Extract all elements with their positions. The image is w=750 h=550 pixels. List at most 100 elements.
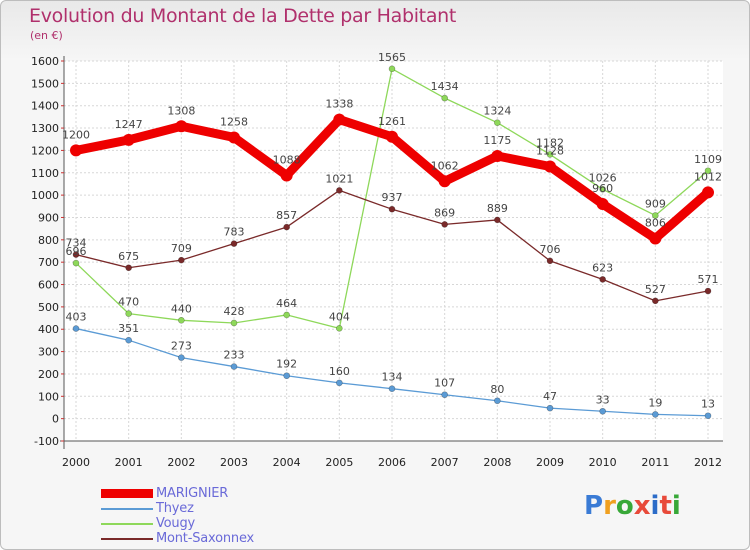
legend-item: Mont-Saxonnex xyxy=(101,531,254,546)
data-label-thyez: 107 xyxy=(434,377,455,390)
data-point-vougy xyxy=(388,65,396,73)
legend-swatch xyxy=(101,507,153,510)
data-label-marignier: 1261 xyxy=(378,115,406,128)
y-tick-label: 100 xyxy=(38,390,59,403)
proxiti-logo: Proxiti xyxy=(584,491,681,521)
data-point-marignier xyxy=(122,133,135,146)
data-label-mont-saxonnex: 1021 xyxy=(325,172,353,185)
data-label-mont-saxonnex: 527 xyxy=(645,283,666,296)
legend-label: MARIGNIER xyxy=(156,486,229,501)
data-point-vougy xyxy=(283,311,290,319)
data-label-thyez: 403 xyxy=(66,311,87,324)
data-label-mont-saxonnex: 571 xyxy=(698,273,719,286)
data-label-marignier: 1258 xyxy=(220,115,248,128)
data-point-thyez xyxy=(599,407,606,415)
data-point-marignier xyxy=(280,169,293,182)
legend-label: Thyez xyxy=(156,501,194,516)
data-point-marignier xyxy=(386,130,398,143)
data-point-thyez xyxy=(546,404,554,412)
data-point-mont-saxonnex xyxy=(494,216,501,224)
data-label-mont-saxonnex: 937 xyxy=(382,191,403,204)
data-point-mont-saxonnex xyxy=(336,187,343,194)
data-label-marignier: 1308 xyxy=(167,104,195,117)
data-label-thyez: 47 xyxy=(543,390,557,403)
y-tick-label: 1000 xyxy=(31,189,59,202)
y-tick-label: 1300 xyxy=(31,122,59,135)
x-tick-label: 2012 xyxy=(694,456,722,469)
data-label-thyez: 233 xyxy=(224,349,245,362)
data-label-mont-saxonnex: 783 xyxy=(224,226,245,239)
data-label-vougy: 1434 xyxy=(431,80,459,93)
x-tick-label: 2005 xyxy=(325,456,353,469)
x-tick-label: 2009 xyxy=(536,456,564,469)
x-tick-label: 2003 xyxy=(220,456,248,469)
x-tick-label: 2007 xyxy=(431,456,459,469)
legend-swatch xyxy=(101,489,153,498)
data-label-mont-saxonnex: 709 xyxy=(171,242,192,255)
data-point-mont-saxonnex xyxy=(178,256,185,264)
data-point-vougy xyxy=(652,212,659,219)
data-point-marignier xyxy=(70,144,82,157)
y-tick-label: 200 xyxy=(38,368,59,381)
data-point-thyez xyxy=(441,391,448,399)
data-label-mont-saxonnex: 734 xyxy=(66,237,87,250)
data-point-vougy xyxy=(336,325,343,332)
data-label-thyez: 80 xyxy=(490,383,504,396)
x-tick-label: 2006 xyxy=(378,456,406,469)
chart-title: Evolution du Montant de la Dette par Hab… xyxy=(29,5,457,27)
data-point-marignier xyxy=(228,131,240,144)
data-label-mont-saxonnex: 706 xyxy=(540,243,561,256)
x-tick-label: 2002 xyxy=(167,456,195,469)
legend-item: MARIGNIER xyxy=(101,486,254,501)
data-point-mont-saxonnex xyxy=(125,264,132,272)
data-label-vougy: 1182 xyxy=(536,136,564,149)
data-point-thyez xyxy=(178,354,185,361)
data-label-vougy: 404 xyxy=(329,310,350,323)
data-point-thyez xyxy=(230,363,238,370)
data-label-vougy: 1324 xyxy=(483,105,511,118)
y-tick-label: 700 xyxy=(38,256,59,269)
data-label-thyez: 13 xyxy=(701,398,715,411)
data-label-thyez: 19 xyxy=(648,396,662,409)
data-point-mont-saxonnex xyxy=(72,251,80,258)
data-label-marignier: 1012 xyxy=(694,170,722,183)
legend-swatch xyxy=(101,522,153,525)
data-label-thyez: 134 xyxy=(382,371,403,384)
y-tick-label: 0 xyxy=(52,413,59,426)
data-point-thyez xyxy=(388,385,396,392)
data-point-vougy xyxy=(441,94,448,102)
data-point-thyez xyxy=(494,397,501,405)
data-label-marignier: 1128 xyxy=(536,145,564,158)
data-point-vougy xyxy=(230,319,238,327)
y-tick-label: 1600 xyxy=(31,55,59,68)
data-label-vougy: 1109 xyxy=(694,153,722,166)
data-label-vougy: 470 xyxy=(118,296,139,309)
data-point-mont-saxonnex xyxy=(704,287,712,295)
x-tick-label: 2008 xyxy=(483,456,511,469)
data-point-vougy xyxy=(494,119,501,126)
y-tick-label: 900 xyxy=(38,211,59,224)
data-point-mont-saxonnex xyxy=(652,297,659,305)
data-point-thyez xyxy=(704,412,712,420)
y-tick-label: -100 xyxy=(34,435,59,448)
logo-letter: i xyxy=(671,491,681,521)
data-label-marignier: 1338 xyxy=(325,98,353,111)
data-label-thyez: 160 xyxy=(329,365,350,378)
data-label-thyez: 33 xyxy=(596,393,610,406)
data-label-mont-saxonnex: 623 xyxy=(592,261,613,274)
data-label-marignier: 1175 xyxy=(483,134,511,147)
data-point-vougy xyxy=(178,316,185,324)
chart-subtitle: (en €) xyxy=(30,29,63,42)
data-label-marignier: 960 xyxy=(592,182,613,195)
x-tick-label: 2001 xyxy=(115,456,143,469)
data-label-marignier: 1062 xyxy=(431,159,459,172)
logo-letter: o xyxy=(615,491,634,521)
data-point-thyez xyxy=(336,379,343,387)
data-point-thyez xyxy=(125,336,132,344)
legend: MARIGNIER Thyez Vougy Mont-Saxonnex xyxy=(101,486,254,546)
y-tick-label: 500 xyxy=(38,301,59,314)
data-label-mont-saxonnex: 857 xyxy=(276,209,297,222)
data-point-thyez xyxy=(652,411,659,418)
